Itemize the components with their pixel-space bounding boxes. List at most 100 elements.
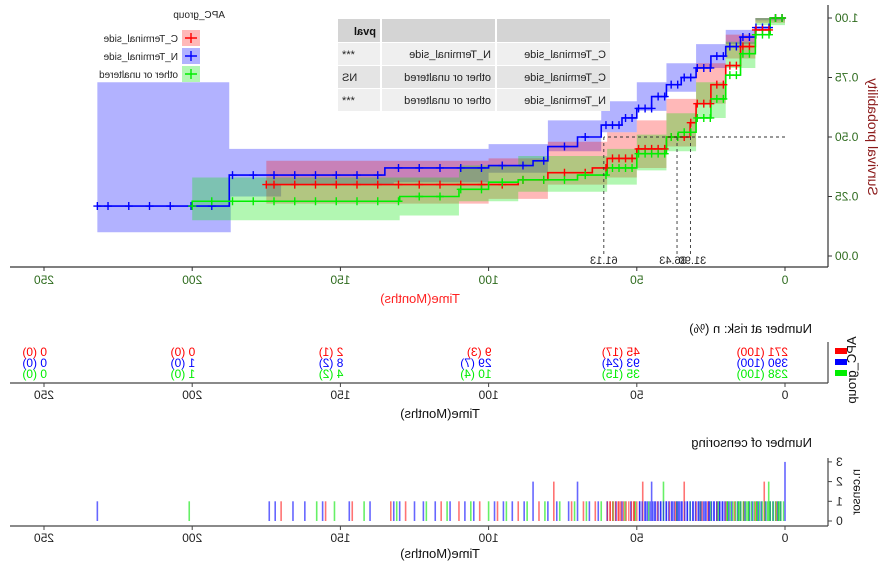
censor-mark: [686, 118, 695, 127]
censor-mark: [415, 180, 424, 189]
legend: APC_group C_Terminal_side N_Terminal_side…: [99, 10, 225, 82]
censor-mark: [560, 142, 569, 151]
ci-band-other-or-unaltered: [192, 18, 785, 221]
censor-mark: [712, 94, 721, 103]
censor-mark: [477, 163, 486, 172]
censor-mark: [311, 171, 320, 180]
censor-mark: [166, 202, 175, 211]
censor-mark: [634, 104, 643, 113]
censor-mark: [93, 202, 102, 211]
risk-y-axis-label: APC_group: [844, 336, 859, 403]
legend-key-mark: [185, 69, 197, 79]
censor-mark: [539, 156, 548, 165]
censor-y-tick-label: 0: [836, 514, 843, 528]
risk-group-key: [835, 348, 847, 354]
censor-mark: [352, 171, 361, 180]
censor-y-tick-label: 2: [836, 475, 843, 489]
censor-mark: [621, 113, 630, 122]
risk-cell: 45 (17): [602, 345, 640, 359]
risk-x-tick-label: 200: [182, 388, 202, 402]
median-label: 31.90: [679, 255, 707, 267]
censor-x-tick-label: 250: [34, 531, 54, 545]
censor-mark: [270, 180, 279, 189]
risk-x-tick-label: 250: [34, 388, 54, 402]
censor-marks: [93, 14, 787, 211]
censor-mark: [693, 63, 702, 72]
y-ticks: 0.00 0.25 0.50 0.75 1.00: [828, 11, 858, 263]
censor-y-tick-label: 3: [836, 455, 843, 469]
x-ticks: 0 50 100 150 200 250: [34, 267, 788, 287]
km-plot: 0 50 100 150 200 250 0.00 0.25 0.50 0.75 1.00 Tim…: [10, 5, 880, 306]
censor-mark: [771, 14, 780, 22]
x-tick-label: 200: [182, 273, 202, 287]
censor-x-tick-label: 100: [478, 531, 498, 545]
censor-y-tick-label: 1: [836, 494, 843, 508]
risk-table-title: Number at risk: n (%): [689, 321, 812, 336]
pval-cell: other or unaltered: [404, 72, 491, 84]
censor-mark: [477, 185, 486, 194]
risk-cell: 10 (4): [460, 367, 491, 381]
censor-mark: [680, 128, 689, 137]
pval-cell: N_Terminal_side: [524, 95, 606, 107]
y-tick-label: 1.00: [835, 11, 859, 25]
censor-mark: [290, 171, 299, 180]
censor-x-tick-label: 150: [330, 531, 350, 545]
censor-mark: [608, 163, 617, 172]
censoring-title: Number of censoring: [691, 435, 812, 450]
risk-cell: 390 (100): [737, 356, 788, 370]
censor-mark: [394, 197, 403, 206]
censor-mark: [456, 185, 465, 194]
x-tick-label: 150: [330, 273, 350, 287]
censoring-plot: Number of censoring 0 50 100 150 200 250 0 1 2 3…: [10, 435, 863, 561]
censor-mark: [104, 202, 113, 211]
pval-cell: C_Terminal_side: [524, 72, 606, 84]
censor-x-tick-label: 50: [630, 531, 644, 545]
censor-mark: [435, 192, 444, 201]
censor-mark: [270, 171, 279, 180]
censor-mark: [751, 30, 760, 39]
risk-x-axis-label: Time(Months): [400, 406, 480, 421]
risk-cell: 4 (2): [319, 367, 344, 381]
risk-x-tick-label: 100: [478, 388, 498, 402]
y-tick-label: 0.25: [835, 190, 859, 204]
censor-mark: [311, 197, 320, 206]
ci-band-C_Terminal_side: [266, 18, 785, 207]
censor-mark: [373, 180, 382, 189]
censor-mark: [738, 49, 747, 58]
censor-mark: [332, 171, 341, 180]
pval-cell: ***: [341, 95, 355, 107]
risk-cell: 1 (0): [171, 367, 196, 381]
censor-mark: [262, 180, 271, 189]
censor-mark: [560, 168, 569, 177]
censor-mark: [712, 80, 721, 89]
legend-key-mark: [185, 51, 197, 61]
censor-mark: [290, 197, 299, 206]
censor-mark: [415, 192, 424, 201]
censor-mark: [249, 197, 258, 206]
pval-cell-bg: [497, 89, 610, 111]
pval-cell: NS: [342, 72, 357, 84]
censor-mark: [332, 180, 341, 189]
censor-mark: [373, 197, 382, 206]
legend-label: other or unaltered: [99, 70, 178, 81]
y-axis-label: Survival probability: [865, 78, 880, 196]
risk-cell: 238 (100): [737, 367, 788, 381]
censor-mark: [394, 163, 403, 172]
censor-mark: [680, 73, 689, 82]
censor-mark: [124, 202, 133, 211]
pval-header-cell: [338, 19, 380, 42]
censor-mark: [738, 42, 747, 51]
pval-cell-bg: [338, 89, 380, 111]
x-tick-label: 250: [34, 273, 54, 287]
censor-mark: [539, 175, 548, 184]
legend-label: N_Terminal_side: [103, 52, 178, 63]
censor-mark: [352, 197, 361, 206]
median-lines: [603, 136, 785, 256]
censor-mark: [581, 171, 590, 180]
censor-mark: [498, 161, 507, 170]
risk-cell: 271 (100): [737, 345, 788, 359]
risk-group-key: [835, 370, 847, 376]
